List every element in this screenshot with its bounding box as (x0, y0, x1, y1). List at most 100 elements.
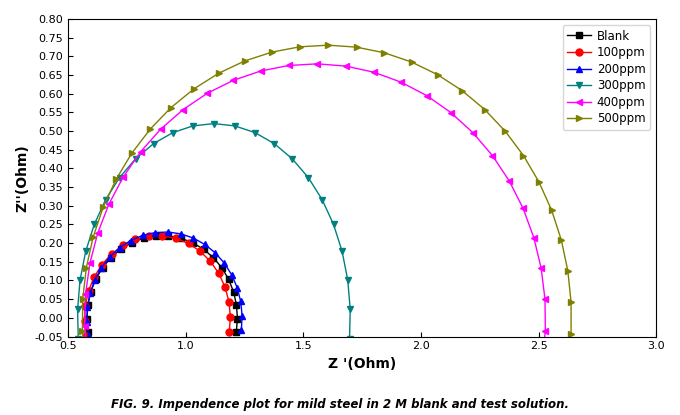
Line: 500ppm: 500ppm (79, 42, 575, 396)
300ppm (210, 121, 218, 126)
Line: 400ppm: 400ppm (81, 60, 549, 391)
Blank (224, 277, 233, 282)
Blank (177, 236, 185, 241)
200ppm (83, 319, 91, 324)
300ppm (74, 337, 82, 342)
200ppm (237, 327, 245, 332)
400ppm (229, 78, 237, 83)
Blank (233, 303, 241, 308)
300ppm (78, 366, 86, 371)
300ppm (131, 156, 139, 161)
300ppm (270, 141, 278, 146)
100ppm (206, 259, 214, 264)
400ppm (469, 130, 477, 135)
Blank (107, 255, 115, 260)
400ppm (538, 359, 546, 364)
400ppm (83, 355, 91, 360)
100ppm (84, 288, 92, 293)
500ppm (128, 151, 136, 156)
400ppm (341, 63, 350, 68)
100ppm (131, 237, 139, 242)
300ppm (345, 337, 354, 342)
200ppm (139, 233, 147, 238)
500ppm (112, 177, 120, 182)
400ppm (370, 70, 378, 75)
300ppm (82, 249, 90, 254)
400ppm (537, 266, 545, 271)
500ppm (564, 363, 572, 368)
400ppm (86, 261, 94, 266)
400ppm (119, 174, 127, 179)
400ppm (519, 206, 527, 211)
100ppm (98, 262, 106, 267)
100ppm (215, 271, 223, 276)
500ppm (99, 205, 107, 210)
500ppm (481, 107, 489, 112)
100ppm (145, 234, 153, 239)
200ppm (126, 238, 135, 243)
500ppm (296, 44, 304, 49)
400ppm (179, 107, 187, 112)
Blank (99, 265, 107, 270)
Blank (84, 303, 92, 308)
500ppm (82, 360, 90, 365)
500ppm (380, 50, 388, 55)
400ppm (94, 230, 102, 235)
300ppm (338, 249, 346, 254)
300ppm (90, 222, 99, 227)
Blank (92, 277, 100, 282)
200ppm (86, 291, 94, 296)
200ppm (211, 250, 220, 255)
200ppm (177, 232, 185, 237)
400ppm (156, 127, 165, 132)
500ppm (324, 43, 333, 48)
400ppm (530, 235, 538, 240)
200ppm (238, 313, 246, 318)
Blank (233, 316, 241, 321)
300ppm (329, 222, 337, 227)
100ppm (82, 334, 90, 339)
Blank (128, 240, 136, 245)
500ppm (88, 391, 96, 395)
400ppm (397, 80, 405, 85)
Blank (199, 247, 207, 251)
200ppm (228, 272, 236, 277)
300ppm (346, 307, 354, 312)
100ppm (171, 236, 180, 241)
100ppm (158, 233, 167, 238)
300ppm (318, 197, 326, 202)
200ppm (220, 261, 228, 266)
500ppm (564, 269, 572, 273)
Blank (229, 289, 237, 294)
300ppm (76, 278, 84, 283)
Blank (209, 255, 218, 260)
200ppm (189, 236, 197, 241)
300ppm (341, 366, 350, 371)
300ppm (231, 123, 239, 128)
400ppm (203, 91, 211, 96)
Legend: Blank, 100ppm, 200ppm, 300ppm, 400ppm, 500ppm: Blank, 100ppm, 200ppm, 300ppm, 400ppm, 5… (562, 25, 650, 130)
100ppm (81, 303, 89, 308)
500ppm (458, 88, 466, 93)
400ppm (137, 149, 145, 154)
200ppm (105, 254, 114, 259)
300ppm (304, 175, 312, 180)
400ppm (505, 178, 513, 183)
100ppm (107, 251, 116, 256)
500ppm (501, 129, 509, 134)
Blank (232, 330, 240, 334)
Blank (83, 316, 91, 321)
300ppm (150, 141, 158, 146)
400ppm (541, 297, 549, 302)
Blank (152, 234, 160, 239)
Blank (188, 240, 197, 245)
300ppm (189, 123, 197, 128)
100ppm (184, 241, 192, 246)
100ppm (225, 330, 233, 334)
400ppm (313, 61, 322, 66)
500ppm (547, 208, 556, 213)
500ppm (557, 237, 565, 242)
500ppm (567, 300, 575, 305)
300ppm (101, 197, 109, 202)
200ppm (90, 278, 99, 283)
